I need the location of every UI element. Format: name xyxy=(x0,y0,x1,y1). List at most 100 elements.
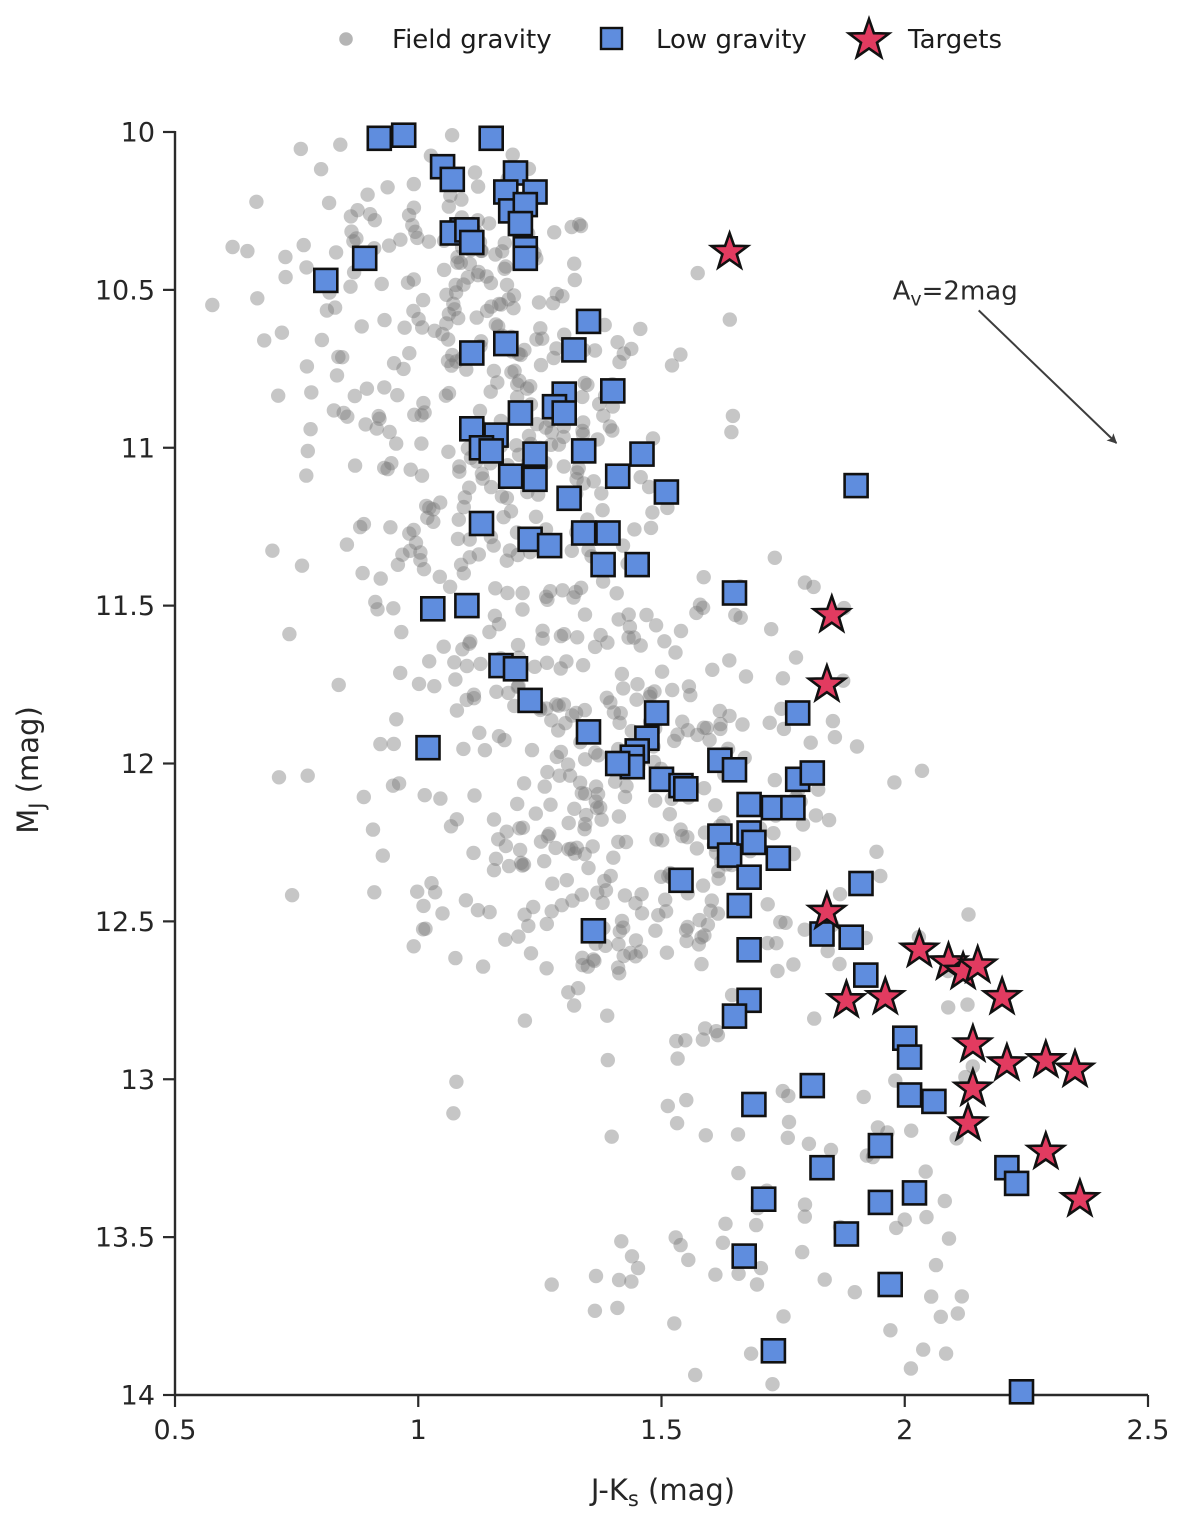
field-gravity-point xyxy=(954,1289,969,1304)
field-gravity-point xyxy=(577,702,592,718)
field-gravity-point xyxy=(446,1106,461,1121)
low-gravity-point xyxy=(478,125,505,152)
field-gravity-point xyxy=(628,896,643,911)
field-gravity-point xyxy=(356,516,372,532)
field-gravity-point xyxy=(386,356,402,371)
field-gravity-point xyxy=(344,224,359,239)
field-gravity-point xyxy=(448,950,463,966)
field-gravity-point xyxy=(554,898,569,913)
legend-label-targets: Targets xyxy=(907,25,1002,55)
field-gravity-point xyxy=(529,416,545,432)
field-gravity-point xyxy=(574,887,589,902)
field-gravity-point xyxy=(487,608,503,623)
field-gravity-point xyxy=(501,292,516,307)
field-gravity-point xyxy=(668,645,683,660)
field-gravity-point xyxy=(304,385,319,400)
low-gravity-point xyxy=(458,340,485,366)
field-gravity-point xyxy=(321,195,337,211)
low-gravity-point xyxy=(809,921,835,947)
field-gravity-point xyxy=(394,624,409,640)
target-star-point xyxy=(951,1065,995,1108)
field-gravity-point xyxy=(606,705,622,720)
field-gravity-point xyxy=(517,1013,533,1028)
field-gravity-point xyxy=(611,937,626,952)
field-gravity-point xyxy=(543,584,558,599)
field-gravity-point xyxy=(343,279,358,294)
field-gravity-point xyxy=(265,543,280,558)
field-gravity-point xyxy=(595,574,611,589)
low-gravity-point xyxy=(643,700,670,726)
field-gravity-point xyxy=(462,636,477,651)
low-gravity-point xyxy=(901,1180,928,1206)
field-gravity-point xyxy=(600,1008,615,1023)
low-gravity-point xyxy=(852,962,879,988)
field-gravity-point xyxy=(539,655,555,670)
field-gravity-point xyxy=(517,342,532,358)
field-gravity-point xyxy=(622,619,638,635)
field-gravity-point xyxy=(257,333,272,348)
field-gravity-point xyxy=(408,224,423,239)
field-gravity-point xyxy=(573,580,589,595)
low-gravity-points xyxy=(312,122,1035,1405)
field-gravity-point xyxy=(797,575,813,590)
field-gravity-point xyxy=(733,610,748,625)
field-gravity-point xyxy=(446,296,461,311)
field-gravity-point xyxy=(546,350,561,366)
field-gravity-point xyxy=(659,945,675,960)
field-gravity-point xyxy=(349,231,364,246)
field-gravity-point xyxy=(354,319,369,334)
low-gravity-legend-icon xyxy=(599,26,624,51)
x-tick-label: 2 xyxy=(896,1415,913,1446)
field-gravity-point xyxy=(593,800,608,815)
field-gravity-point xyxy=(658,904,674,919)
field-gravity-point xyxy=(296,237,311,253)
field-gravity-point xyxy=(597,873,612,889)
field-gravity-point xyxy=(347,388,362,404)
low-gravity-point xyxy=(502,655,529,682)
field-gravity-point xyxy=(460,270,475,285)
field-gravity-point xyxy=(528,806,543,821)
field-gravity-point xyxy=(339,537,355,552)
field-gravity-point xyxy=(580,377,595,393)
field-gravity-point xyxy=(712,703,727,719)
field-gravity-point xyxy=(647,684,662,699)
field-gravity-point xyxy=(579,807,594,823)
field-gravity-point xyxy=(456,741,471,757)
low-gravity-point xyxy=(492,330,519,357)
field-gravity-point xyxy=(731,1165,746,1181)
field-gravity-point xyxy=(489,684,504,699)
field-gravity-point xyxy=(695,1032,711,1047)
field-gravity-point xyxy=(708,798,723,813)
field-gravity-point xyxy=(616,346,631,361)
low-gravity-point xyxy=(439,166,466,193)
low-gravity-point xyxy=(575,719,602,745)
field-gravity-point xyxy=(575,957,590,973)
field-gravity-point xyxy=(271,770,287,785)
x-axis-title: J-Ks (mag) xyxy=(589,1473,735,1511)
field-gravity-point xyxy=(483,384,498,399)
field-gravity-point xyxy=(549,341,564,356)
field-gravity-point xyxy=(585,839,600,854)
field-gravity-point xyxy=(696,570,711,585)
field-gravity-point xyxy=(377,460,392,476)
field-gravity-point xyxy=(411,676,427,692)
field-gravity-point xyxy=(610,335,625,350)
field-gravity-point xyxy=(449,812,464,827)
low-gravity-point xyxy=(1003,1170,1030,1197)
low-gravity-point xyxy=(741,1091,767,1118)
field-gravity-point xyxy=(613,706,628,721)
field-gravity-point xyxy=(639,607,654,623)
field-gravity-point xyxy=(552,768,567,783)
field-gravity-point xyxy=(406,176,421,192)
field-gravity-point xyxy=(535,623,550,638)
legend-label-low-gravity: Low gravity xyxy=(656,25,807,55)
field-gravity-point xyxy=(415,292,431,308)
field-gravity-point xyxy=(406,200,422,215)
field-gravity-point xyxy=(634,887,649,902)
field-gravity-point xyxy=(507,363,522,378)
low-gravity-point xyxy=(570,438,597,464)
target-star-point xyxy=(980,974,1024,1016)
field-gravity-point xyxy=(937,1193,952,1209)
field-gravity-point xyxy=(462,256,477,271)
